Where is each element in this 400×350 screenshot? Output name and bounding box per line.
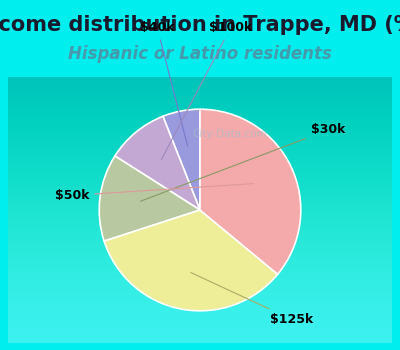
Text: $125k: $125k [191,273,313,326]
Wedge shape [104,210,278,311]
Text: Income distribution in Trappe, MD (%): Income distribution in Trappe, MD (%) [0,15,400,35]
Text: $30k: $30k [140,124,345,201]
Wedge shape [163,109,200,210]
Wedge shape [99,156,200,241]
Text: Hispanic or Latino residents: Hispanic or Latino residents [68,45,332,63]
Text: City-Data.com: City-Data.com [193,130,268,139]
Wedge shape [200,109,301,274]
Text: $40k: $40k [140,21,188,146]
Wedge shape [115,116,200,210]
Text: $50k: $50k [55,183,254,202]
Text: $100k: $100k [162,21,252,159]
